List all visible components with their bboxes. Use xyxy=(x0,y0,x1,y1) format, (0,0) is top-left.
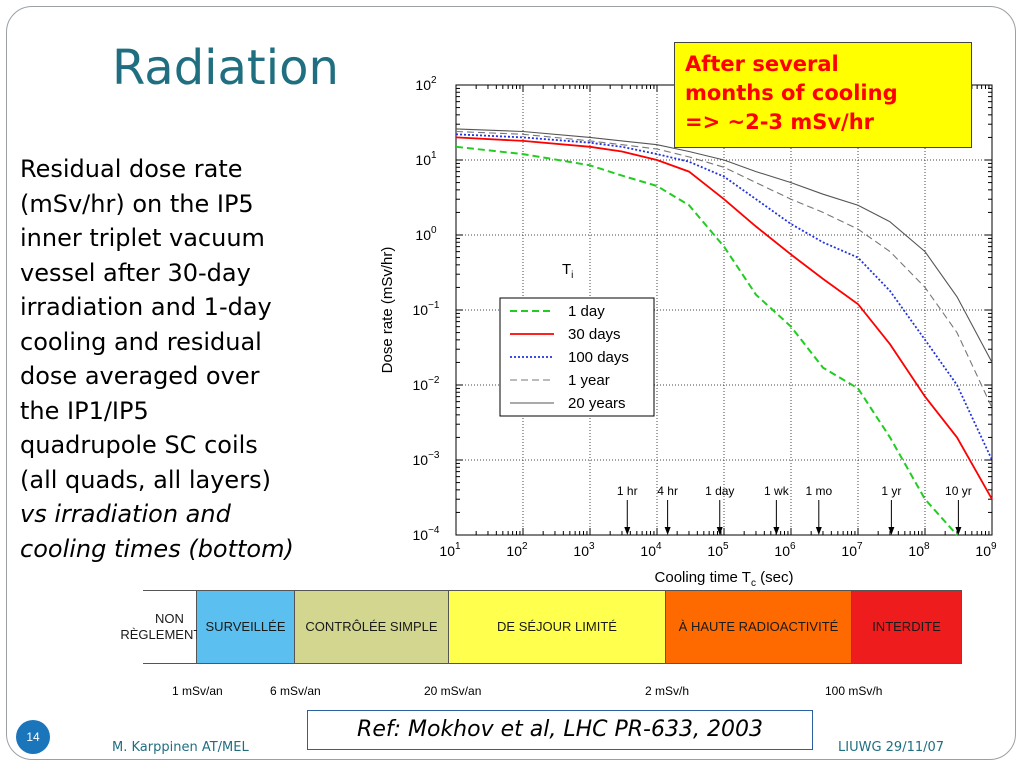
x-tick-label: 101 xyxy=(439,541,461,559)
body-line-italic: cooling times (bottom) xyxy=(20,534,294,563)
x-tick-label: 102 xyxy=(506,541,528,559)
zone-label: DE SÉJOUR LIMITÉ xyxy=(497,619,617,634)
threshold-label: 2 mSv/h xyxy=(645,684,690,698)
series-line-30-days xyxy=(455,136,993,500)
time-marker-arrow-1-yr xyxy=(888,527,895,535)
time-marker-label-1-yr: 1 yr xyxy=(881,484,901,498)
body-line: inner triplet vacuum xyxy=(20,224,265,252)
threshold-label: 20 mSv/an xyxy=(424,684,482,698)
zone-controlee-simple: CONTRÔLÉE SIMPLE xyxy=(295,590,449,664)
zone-interdite: INTERDITE xyxy=(852,590,962,664)
zone-sejour-limite: DE SÉJOUR LIMITÉ xyxy=(449,590,666,664)
time-marker-label-1-mo: 1 mo xyxy=(805,484,832,498)
callout-box: After several months of cooling => ~2-3 … xyxy=(674,42,972,148)
series-line-1-year xyxy=(455,130,993,408)
zone-haute-radioactivite: À HAUTE RADIOACTIVITÉ xyxy=(666,590,852,664)
slide-body-text: Residual dose rate (mSv/hr) on the IP5 i… xyxy=(20,152,370,566)
slide-frame xyxy=(6,6,1016,760)
legend-label-20-years: 20 years xyxy=(568,395,626,412)
x-tick-label: 106 xyxy=(774,541,796,559)
zone-non-reglementee: NON RÈGLEMENTÉE xyxy=(120,590,219,664)
y-tick-label: 101 xyxy=(415,150,437,168)
time-marker-label-10-yr: 10 yr xyxy=(945,484,972,498)
time-marker-arrow-4-hr xyxy=(664,527,671,535)
body-line: (mSv/hr) on the IP5 xyxy=(20,189,254,218)
y-tick-label: 102 xyxy=(415,75,437,93)
legend-label-1-year: 1 year xyxy=(568,372,610,389)
x-axis-label: Cooling time Tc (sec) xyxy=(655,569,794,589)
series-line-100-days xyxy=(455,133,993,461)
y-tick-label: 10−2 xyxy=(413,375,440,393)
reference-box: Ref: Mokhov et al, LHC PR-633, 2003 xyxy=(307,710,813,750)
radiation-zone-bar: NON RÈGLEMENTÉE SURVEILLÉE CONTRÔLÉE SIMP… xyxy=(120,590,962,664)
y-tick-label: 100 xyxy=(415,225,437,243)
x-tick-label: 109 xyxy=(975,541,997,559)
zone-label: À HAUTE RADIOACTIVITÉ xyxy=(678,619,839,634)
zone-label: RÈGLEMENTÉE xyxy=(120,627,219,642)
y-tick-label: 10−1 xyxy=(413,300,440,318)
chart-annotations: 1 hr 4 hr 1 day 1 wk 1 mo 1 yr 10 yr xyxy=(617,484,972,535)
time-marker-arrow-1-day xyxy=(716,527,723,535)
threshold-label: 6 mSv/an xyxy=(270,684,321,698)
dose-rate-chart: 101 102 103 104 105 106 107 108 109 10−4 10−3 10−2 1… xyxy=(379,75,997,589)
x-tick-label: 103 xyxy=(573,541,595,559)
time-marker-arrow-10-yr xyxy=(955,527,962,535)
callout-line: After several xyxy=(685,52,839,76)
zone-label: INTERDITE xyxy=(872,619,941,634)
body-line: irradiation and 1-day xyxy=(20,293,272,321)
legend-label-100-days: 100 days xyxy=(568,349,629,366)
chart-legend: Ti 1 day 30 days 100 days 1 year 20 years xyxy=(499,261,655,417)
chart-series xyxy=(455,128,993,536)
threshold-label: 1 mSv/an xyxy=(172,684,223,698)
slide-title: Radiation xyxy=(112,40,339,96)
x-tick-label: 104 xyxy=(640,541,662,559)
x-tick-label: 108 xyxy=(908,541,930,559)
time-marker-label-4-hr: 4 hr xyxy=(657,484,678,498)
zone-label: CONTRÔLÉE SIMPLE xyxy=(305,619,438,634)
series-line-1-day xyxy=(455,145,958,536)
body-line: Residual dose rate xyxy=(20,155,243,183)
y-axis-label: Dose rate (mSv/hr) xyxy=(379,247,396,374)
time-marker-arrow-1-mo xyxy=(815,527,822,535)
time-marker-label-1-wk: 1 wk xyxy=(764,484,790,498)
body-line: the IP1/IP5 xyxy=(20,396,149,425)
page-number-badge: 14 xyxy=(16,720,50,754)
body-line-italic: vs irradiation and xyxy=(20,500,231,528)
x-tick-label: 105 xyxy=(707,541,729,559)
footer-author: M. Karppinen AT/MEL xyxy=(112,740,249,755)
body-line: quadrupole SC coils xyxy=(20,431,258,459)
zone-label: NON xyxy=(155,611,184,626)
footer-event: LIUWG 29/11/07 xyxy=(838,740,945,755)
x-tick-label: 107 xyxy=(841,541,863,559)
threshold-label: 100 mSv/h xyxy=(825,684,883,698)
y-tick-label: 10−4 xyxy=(413,525,440,543)
legend-label-1-day: 1 day xyxy=(568,303,605,320)
body-line: dose averaged over xyxy=(20,362,260,390)
time-marker-arrow-1-hr xyxy=(624,527,631,535)
time-marker-label-1-day: 1 day xyxy=(705,484,734,498)
time-marker-label-1-hr: 1 hr xyxy=(617,484,638,498)
legend-box xyxy=(499,297,655,417)
body-line: (all quads, all layers) xyxy=(20,465,271,494)
legend-title: Ti xyxy=(562,261,573,281)
zone-surveillee: SURVEILLÉE xyxy=(197,590,295,664)
zone-label: SURVEILLÉE xyxy=(205,619,286,634)
time-marker-arrow-1-wk xyxy=(773,527,780,535)
y-tick-label: 10−3 xyxy=(413,450,440,468)
series-line-20-years xyxy=(455,128,993,363)
callout-line: => ~2-3 mSv/hr xyxy=(685,110,875,134)
body-line: vessel after 30-day xyxy=(20,258,251,287)
body-line: cooling and residual xyxy=(20,327,262,356)
legend-label-30-days: 30 days xyxy=(568,326,621,343)
callout-line: months of cooling xyxy=(685,81,898,105)
